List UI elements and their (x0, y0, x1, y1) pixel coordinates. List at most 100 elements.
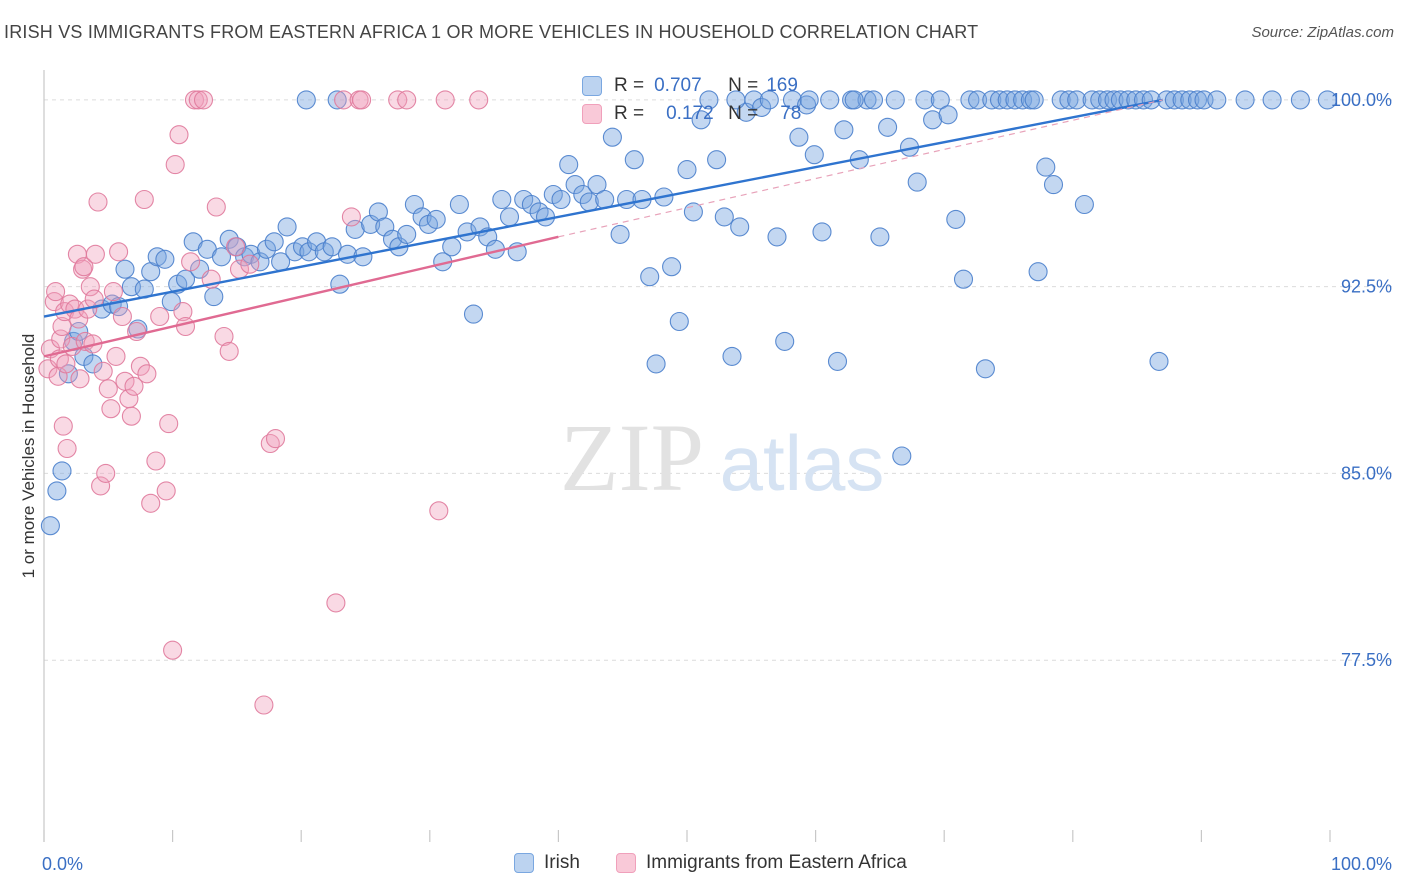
eastern-africa-point (98, 379, 118, 399)
eastern-africa-point (173, 302, 193, 322)
irish-point (1290, 90, 1310, 110)
irish-point (52, 461, 72, 481)
irish-point (551, 189, 571, 210)
source-label: Source: ZipAtlas.com (1251, 24, 1394, 41)
eastern-africa-point (93, 361, 113, 381)
irish-point (767, 227, 787, 247)
irish-swatch (582, 76, 602, 96)
irish-point (1235, 90, 1255, 110)
irish-point (923, 110, 943, 130)
n-label: N = (728, 103, 759, 124)
eastern-africa-point (46, 282, 66, 302)
irish-point (812, 222, 832, 242)
irish-point (1262, 90, 1282, 110)
irish-point (1028, 262, 1048, 282)
irish-point (1051, 90, 1071, 110)
eastern-africa-point (106, 346, 126, 366)
irish-point (669, 311, 689, 332)
eastern-africa-point (156, 481, 176, 501)
eastern-africa-trendline-extension (558, 99, 1163, 238)
irish-point (683, 202, 703, 222)
irish-point (535, 207, 556, 227)
irish-point (1005, 90, 1025, 110)
irish-point (844, 90, 864, 110)
eastern-africa-point (326, 593, 346, 613)
eastern-africa-point (44, 292, 64, 312)
eastern-africa-point (435, 90, 455, 110)
irish-point (587, 175, 607, 195)
eastern-africa-point (150, 306, 170, 327)
irish-point (442, 237, 462, 257)
irish-point (204, 287, 224, 307)
eastern-africa-point (165, 155, 185, 175)
irish-point (863, 90, 884, 110)
eastern-africa-point (175, 316, 196, 337)
irish-point (1164, 90, 1184, 110)
eastern-africa-point (214, 326, 234, 347)
irish-point (1207, 90, 1227, 110)
eastern-africa-point (429, 501, 449, 521)
eastern-africa-point (52, 316, 72, 337)
eastern-africa-point (159, 414, 179, 434)
eastern-africa-point (206, 197, 226, 217)
irish-point (885, 90, 905, 110)
eastern-africa-point (56, 354, 76, 374)
irish-point (834, 120, 854, 140)
eastern-africa-point (84, 289, 104, 309)
irish-point (559, 155, 579, 175)
irish-point (1059, 90, 1079, 110)
gridlines (44, 99, 1392, 661)
irish-point (1317, 90, 1337, 110)
r-value: 0.707 (654, 75, 702, 96)
eastern-africa-point (130, 356, 150, 376)
eastern-africa-swatch (582, 104, 602, 124)
eastern-africa-point (265, 429, 286, 449)
stats-legend: R = 0.707 N = 169 R = 0.172 N = 78 (560, 66, 822, 128)
irish-point (930, 90, 950, 110)
irish-point (115, 259, 135, 279)
irish-point (521, 194, 541, 215)
eastern-africa-point (80, 277, 100, 297)
irish-point (726, 90, 746, 110)
eastern-africa-point (397, 90, 417, 110)
irish-point (1067, 90, 1087, 110)
irish-point (565, 175, 585, 195)
irish-point (1180, 90, 1200, 110)
trendlines (43, 98, 1164, 358)
legend-item-eastern-africa[interactable]: Immigrants from Eastern Africa (616, 852, 907, 874)
eastern-africa-point (254, 695, 274, 715)
eastern-africa-point (134, 189, 154, 210)
legend-swatch-eastern-africa (616, 853, 636, 873)
eastern-africa-point (70, 369, 90, 389)
irish-point (1172, 90, 1192, 110)
irish-point (820, 90, 840, 110)
y-tick-label: 100.0% (1331, 90, 1392, 110)
legend-item-irish[interactable]: Irish (514, 852, 580, 874)
eastern-africa-trendline (43, 235, 559, 358)
irish-point (997, 90, 1017, 110)
irish-point (1090, 90, 1110, 110)
eastern-africa-point (352, 90, 372, 110)
r-value: 0.172 (666, 103, 714, 124)
irish-point (219, 229, 239, 249)
watermark-zip: ZIP (560, 404, 704, 511)
irish-point (870, 227, 890, 247)
irish-point (989, 90, 1010, 110)
irish-point (960, 90, 980, 110)
eastern-africa-point (96, 463, 116, 483)
eastern-africa-point (141, 493, 161, 513)
irish-point (1024, 90, 1044, 110)
x-tick-label-max: 100.0% (1331, 854, 1392, 874)
legend-label-eastern-africa: Immigrants from Eastern Africa (646, 852, 907, 873)
eastern-africa-point (103, 282, 123, 302)
eastern-africa-point (121, 406, 141, 426)
irish-point (211, 247, 232, 267)
eastern-africa-point (53, 416, 73, 436)
eastern-africa-point (169, 125, 189, 145)
eastern-africa-point (88, 192, 108, 212)
irish-point (327, 90, 347, 110)
irish-point (83, 354, 103, 374)
bottom-legend: Irish Immigrants from Eastern Africa (0, 852, 1406, 878)
irish-point (730, 217, 750, 237)
